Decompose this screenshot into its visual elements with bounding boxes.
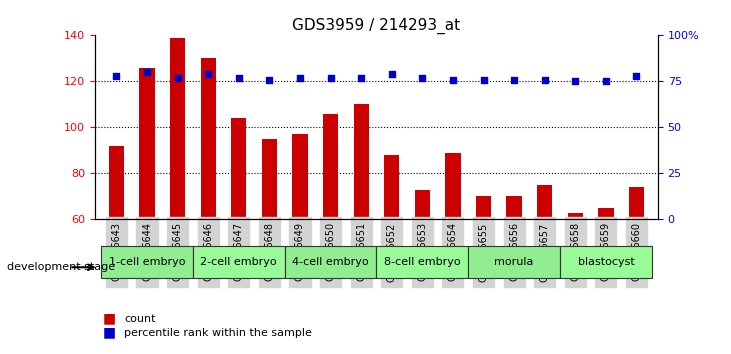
Text: 8-cell embryo: 8-cell embryo (384, 257, 461, 267)
Bar (629, 187, 644, 354)
FancyBboxPatch shape (193, 246, 284, 278)
Bar (598, 208, 613, 354)
Point (355, 75, 367, 81)
Point (417, 75, 428, 81)
Point (264, 77, 276, 82)
Bar (537, 185, 553, 354)
Bar (445, 153, 461, 354)
Point (386, 71, 398, 77)
Text: development stage: development stage (7, 262, 115, 272)
Bar (568, 212, 583, 354)
Text: 2-cell embryo: 2-cell embryo (200, 257, 277, 267)
Point (202, 71, 214, 77)
FancyBboxPatch shape (376, 246, 469, 278)
FancyBboxPatch shape (101, 246, 193, 278)
Text: blastocyst: blastocyst (577, 257, 635, 267)
Point (325, 75, 336, 81)
Bar (354, 104, 369, 354)
Text: percentile rank within the sample: percentile rank within the sample (124, 328, 312, 338)
Point (447, 77, 459, 82)
Point (110, 73, 122, 79)
Point (631, 73, 643, 79)
Title: GDS3959 / 214293_at: GDS3959 / 214293_at (292, 18, 461, 34)
Bar (414, 189, 430, 354)
Bar (292, 134, 308, 354)
Bar (231, 118, 246, 354)
Bar (170, 38, 185, 354)
Text: count: count (124, 314, 156, 324)
Text: 4-cell embryo: 4-cell embryo (292, 257, 369, 267)
Bar (323, 114, 338, 354)
Point (294, 75, 306, 81)
Point (569, 79, 581, 84)
Bar (262, 139, 277, 354)
Point (233, 75, 245, 81)
Point (539, 77, 550, 82)
Text: ■: ■ (102, 326, 115, 340)
FancyBboxPatch shape (560, 246, 652, 278)
Bar (384, 155, 399, 354)
Bar (109, 146, 124, 354)
FancyBboxPatch shape (469, 246, 560, 278)
Text: 1-cell embryo: 1-cell embryo (109, 257, 185, 267)
Text: morula: morula (494, 257, 534, 267)
Point (477, 77, 489, 82)
Point (600, 79, 612, 84)
Point (172, 75, 183, 81)
Bar (476, 196, 491, 354)
Text: ■: ■ (102, 312, 115, 326)
Bar (507, 196, 522, 354)
Point (141, 69, 153, 75)
Point (508, 77, 520, 82)
FancyBboxPatch shape (284, 246, 376, 278)
Bar (200, 58, 216, 354)
Bar (140, 68, 155, 354)
